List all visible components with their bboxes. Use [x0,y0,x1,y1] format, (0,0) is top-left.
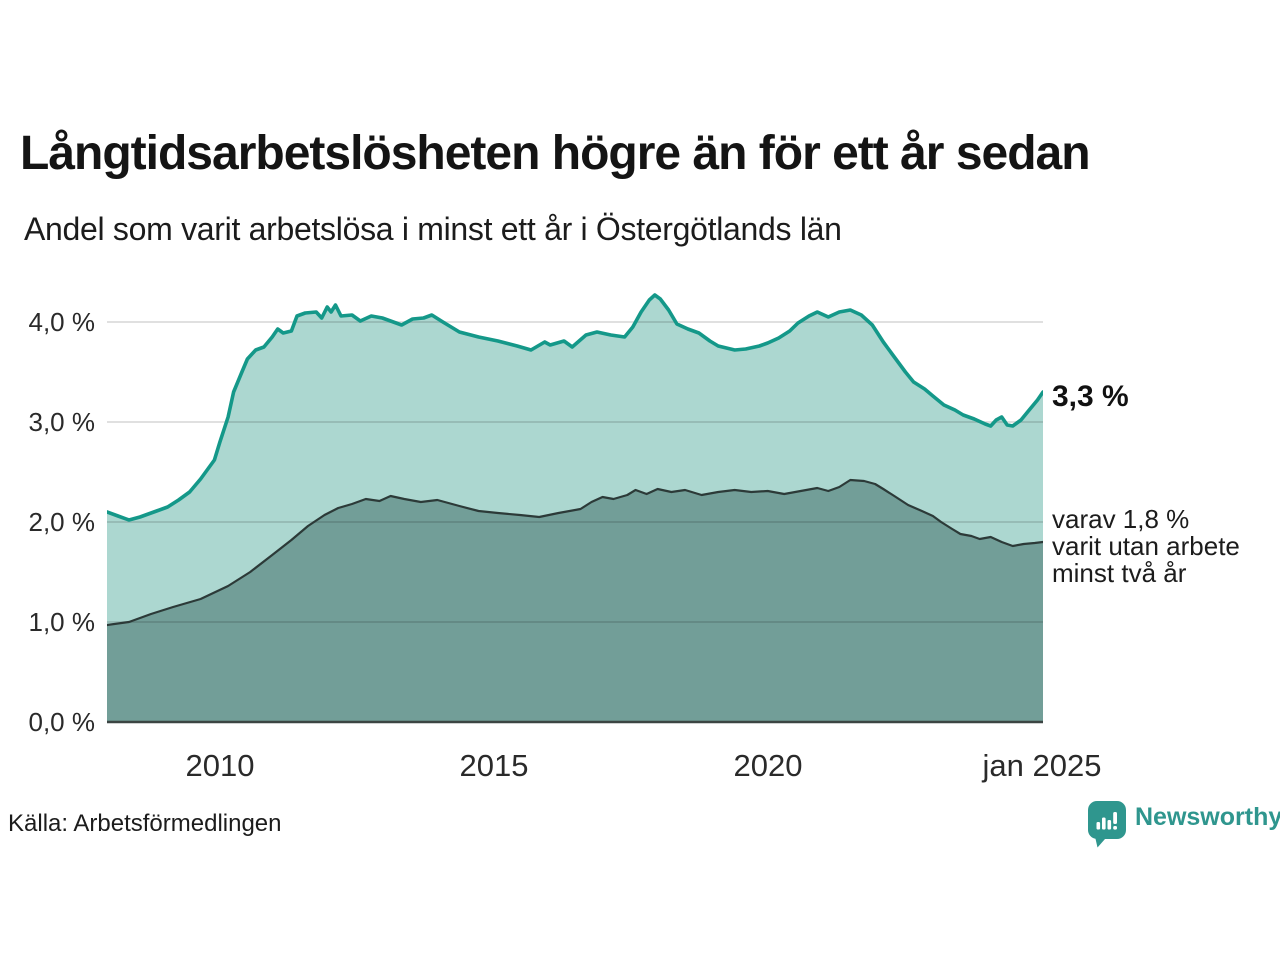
x-tick-label: 2015 [459,748,529,783]
y-tick-label: 2,0 % [28,507,96,537]
logo-exclamation-dot [1113,826,1117,830]
x-tick-label: 2010 [185,748,255,783]
gridlines [107,321,1043,623]
y-tick-label: 4,0 % [28,307,96,337]
logo-bar [1102,817,1106,830]
secondary-annotation: varav 1,8 % varit utan arbete minst två … [1052,506,1240,587]
y-tick-label: 3,0 % [28,407,96,437]
secondary-annotation-line: varav 1,8 % [1052,504,1190,534]
latest-value-annotation: 3,3 % [1052,380,1129,413]
area-two-years-fill [107,480,1043,722]
chart-subtitle: Andel som varit arbetslösa i minst ett å… [24,211,842,247]
page-title: Långtidsarbetslösheten högre än för ett … [20,127,1091,180]
secondary-annotation-line: minst två år [1052,558,1187,588]
newsworthy-logo: Newsworthy [1088,801,1280,848]
line-two-years [107,478,1043,627]
x-tick-label: 2020 [733,748,803,783]
logo-bar [1107,820,1112,830]
line-total [107,293,1043,522]
source-note: Källa: Arbetsförmedlingen [8,810,282,837]
chart-areas [107,295,1043,722]
secondary-annotation-line: varit utan arbete [1052,531,1240,561]
logo-exclamation-bar [1113,812,1117,824]
newsworthy-logo-text: Newsworthy [1135,803,1280,831]
y-tick-label: 0,0 % [28,707,96,737]
x-tick-label: jan 2025 [982,748,1102,783]
area-chart [107,293,1043,724]
y-tick-label: 1,0 % [28,607,96,637]
logo-bar [1096,822,1101,830]
newsworthy-bubble-barchart-icon [1088,801,1126,848]
